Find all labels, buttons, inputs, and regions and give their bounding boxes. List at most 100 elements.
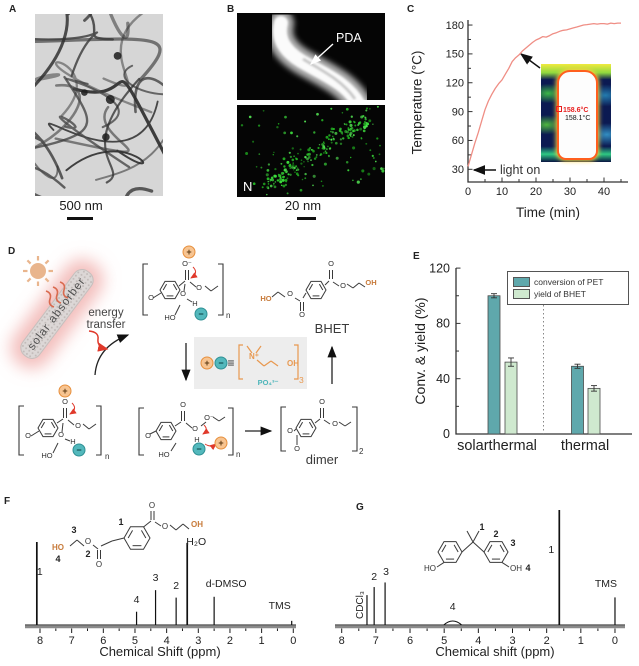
svg-text:7: 7 (373, 635, 379, 647)
svg-text:5: 5 (441, 635, 447, 647)
heat-rays-icon (45, 281, 69, 308)
f-x-axis-title: Chemical Shift (ppm) (99, 644, 221, 659)
svg-text:n: n (105, 452, 109, 461)
svg-text:CDCl₃: CDCl₃ (355, 591, 366, 619)
svg-text:4: 4 (55, 554, 60, 564)
svg-text:O: O (299, 310, 305, 319)
svg-text:6: 6 (407, 635, 413, 647)
panel-c-label: C (407, 4, 415, 15)
svg-text:n: n (226, 311, 230, 320)
svg-text:H: H (192, 299, 197, 308)
svg-text:−: − (76, 445, 81, 455)
pda-annotation: PDA (336, 31, 362, 45)
element-label: N (243, 179, 252, 194)
legend-label-yield: yield of BHET (534, 289, 586, 299)
svg-text:1: 1 (37, 566, 43, 578)
reaction-scheme: n n n 2 3 O O O O H HO O O⁻ O O H HO O (18, 245, 377, 467)
svg-text:O: O (62, 397, 68, 406)
reticle-icon (556, 106, 562, 112)
benzene-ring (437, 541, 463, 563)
panel-d: solar absorber energy transfer (0, 235, 400, 480)
legend-swatch-conversion (513, 277, 530, 287)
g-x-axis-title: Chemical shift (ppm) (435, 644, 555, 659)
svg-text:1: 1 (259, 635, 265, 647)
charge-icons: +−+−−++ − (58, 245, 228, 457)
bonds (436, 530, 510, 568)
bonds (69, 511, 190, 559)
svg-text:H: H (194, 435, 199, 444)
benzene-ring (37, 418, 59, 438)
pda-arrow (309, 43, 334, 65)
svg-text:O⁻: O⁻ (182, 259, 192, 268)
spectrum: 8 7 6 5 4 3 2 1 0 1 4 3 2 H₂O d-DMSO TMS (25, 536, 296, 647)
panel-g-label: G (356, 502, 364, 513)
legend: conversion of PET yield of BHET (507, 271, 629, 305)
panel-b-label: B (227, 4, 235, 15)
bhet-label: BHET (315, 321, 350, 336)
svg-text:O: O (145, 431, 151, 440)
svg-text:0: 0 (465, 186, 471, 198)
catalyst-brackets (238, 344, 299, 380)
svg-text:7: 7 (69, 635, 75, 647)
svg-text:1: 1 (118, 517, 123, 527)
category-solarthermal: solarthermal (457, 438, 537, 454)
svg-text:2: 2 (493, 529, 498, 539)
conversion-yield-chart: 0 40 80 120 (429, 261, 632, 441)
svg-text:OH: OH (191, 520, 203, 529)
svg-text:HO: HO (260, 294, 271, 303)
svg-text:4: 4 (164, 635, 170, 647)
svg-text:8: 8 (339, 635, 345, 647)
structure-hydroxyls: HO OH (52, 520, 203, 552)
svg-text:1: 1 (578, 635, 584, 647)
svg-text:O: O (58, 430, 64, 439)
panel-e: 0 40 80 120 Conv. & yield (%) conversion of… (400, 235, 639, 480)
svg-text:3: 3 (509, 635, 515, 647)
svg-text:OH: OH (365, 278, 376, 287)
svg-text:+: + (218, 438, 223, 448)
legend-swatch-yield (513, 289, 530, 299)
svg-text:O⁻: O⁻ (204, 413, 214, 422)
svg-text:O: O (149, 501, 155, 510)
svg-text:90: 90 (452, 106, 464, 118)
svg-text:OH: OH (510, 564, 522, 573)
svg-text:2: 2 (85, 549, 90, 559)
benzene-ring (155, 421, 177, 441)
inset-temp-red: 158.6°C (556, 106, 588, 114)
svg-text:−: − (196, 444, 201, 454)
svg-text:HO: HO (41, 451, 52, 460)
svg-text:N⁺: N⁺ (249, 352, 259, 361)
svg-text:O: O (196, 283, 202, 292)
svg-text:HO: HO (164, 313, 175, 322)
panel-a: 500 nm (0, 0, 220, 230)
dimer-label: dimer (306, 452, 339, 467)
stem-image: PDA (237, 13, 385, 100)
panel-d-label: D (8, 246, 16, 257)
svg-text:30: 30 (564, 186, 576, 198)
svg-text:O: O (180, 289, 186, 298)
svg-text:10: 10 (496, 186, 508, 198)
svg-text:20: 20 (530, 186, 542, 198)
panel-c: 0 10 20 30 40 30 60 90 120 150 180 Temperature (°C… (400, 0, 639, 230)
scale-bar-label: 20 nm (284, 198, 322, 213)
inset-arrow (519, 53, 541, 69)
benzene-ring (483, 541, 509, 563)
svg-text:TMS: TMS (269, 600, 291, 612)
svg-text:O: O (328, 259, 334, 268)
panel-f: 1 2 3 4 O O O O HO OH 8 7 6 5 4 3 2 1 0 1 4 3 2 H₂O d-… (0, 480, 330, 666)
svg-text:40: 40 (436, 372, 450, 386)
svg-text:+: + (186, 247, 191, 257)
svg-text:3: 3 (383, 566, 389, 578)
sun-icon (23, 256, 53, 286)
thermal-bottle (557, 70, 598, 160)
category-thermal: thermal (560, 438, 610, 454)
svg-text:40: 40 (598, 186, 610, 198)
fibers (35, 14, 163, 196)
svg-text:1: 1 (548, 544, 554, 556)
panel-g: 1 2 3 4 HO OH 8 7 6 5 4 3 2 1 0 CDCl₃ 2 3 4 1 TMS Chem… (330, 480, 639, 666)
svg-text:0: 0 (290, 635, 296, 647)
legend-label-conversion: conversion of PET (534, 277, 604, 287)
energy-transfer-arrow (88, 330, 109, 352)
tem-image (35, 14, 163, 196)
svg-text:80: 80 (436, 317, 450, 331)
